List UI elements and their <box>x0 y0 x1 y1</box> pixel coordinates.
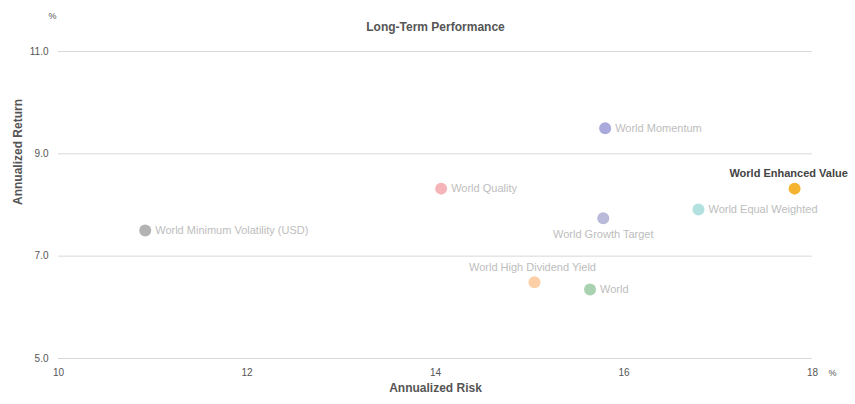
svg-text:11.0: 11.0 <box>30 46 49 57</box>
svg-text:World Equal Weighted: World Equal Weighted <box>708 203 817 215</box>
svg-text:16: 16 <box>618 367 630 378</box>
svg-text:Long-Term Performance: Long-Term Performance <box>366 20 505 34</box>
svg-text:7.0: 7.0 <box>35 250 49 261</box>
svg-text:9.0: 9.0 <box>35 148 49 159</box>
svg-text:Annualized Return: Annualized Return <box>11 99 25 205</box>
svg-text:World Momentum: World Momentum <box>615 122 702 134</box>
svg-text:World High Dividend Yield: World High Dividend Yield <box>469 261 596 273</box>
svg-text:10: 10 <box>53 367 65 378</box>
svg-text:World Quality: World Quality <box>451 182 517 194</box>
svg-text:%: % <box>49 11 57 21</box>
svg-text:World Growth Target: World Growth Target <box>553 228 653 240</box>
svg-text:%: % <box>828 368 836 378</box>
svg-text:World: World <box>600 283 629 295</box>
svg-text:18: 18 <box>807 367 819 378</box>
svg-text:12: 12 <box>241 367 253 378</box>
svg-text:World Enhanced Value: World Enhanced Value <box>729 167 847 179</box>
svg-text:5.0: 5.0 <box>35 353 49 364</box>
svg-text:World Minimum Volatility (USD): World Minimum Volatility (USD) <box>155 224 308 236</box>
svg-text:Annualized Risk: Annualized Risk <box>389 381 482 395</box>
svg-text:14: 14 <box>430 367 442 378</box>
